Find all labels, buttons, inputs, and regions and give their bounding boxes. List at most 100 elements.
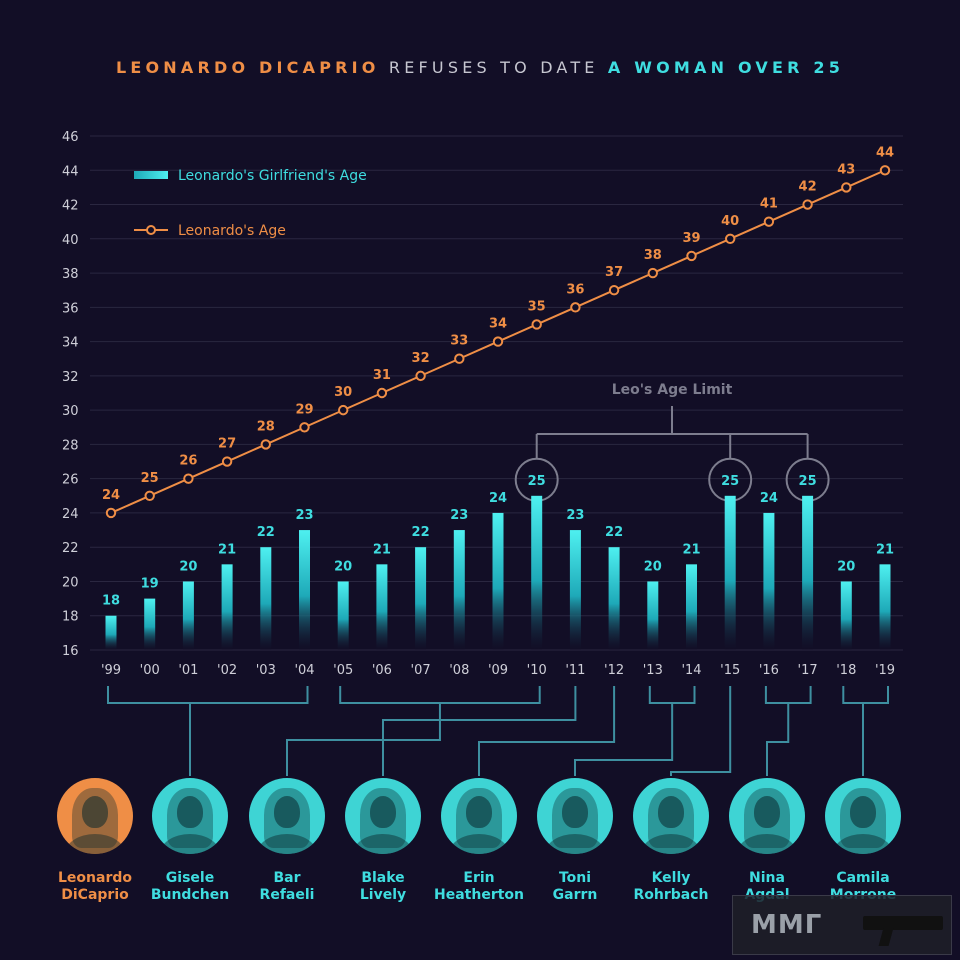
bar	[569, 530, 581, 650]
bar-value-label: 22	[257, 525, 275, 540]
bar	[647, 581, 659, 650]
connectors	[107, 686, 889, 776]
x-tick-label: '06	[372, 663, 392, 678]
portrait: Blake Lively	[345, 778, 421, 904]
age-value-label: 31	[373, 368, 391, 383]
avatar-body	[545, 834, 605, 854]
age-value-label: 42	[799, 180, 817, 195]
person-name: Leonardo DiCaprio	[58, 870, 132, 903]
year-bracket	[339, 686, 541, 704]
age-point	[879, 165, 891, 176]
person-name: Gisele Bundchen	[150, 870, 230, 903]
avatar	[152, 778, 228, 854]
age-point	[686, 250, 697, 262]
age-value-label: 39	[682, 231, 700, 246]
legend-line-marker	[146, 225, 156, 235]
y-tick-label: 26	[62, 473, 79, 488]
bar	[453, 530, 465, 650]
connector-line	[189, 702, 208, 776]
avatar-face	[850, 796, 876, 828]
avatar-face	[370, 796, 396, 828]
bar	[415, 547, 427, 650]
year-bracket	[107, 686, 309, 704]
portrait: Camila Morrone	[825, 778, 901, 904]
rifle-icon	[863, 916, 943, 930]
avatar	[441, 778, 517, 854]
bar-value-label: 21	[218, 542, 236, 557]
age-value-label: 29	[295, 402, 313, 417]
age-point	[183, 473, 194, 484]
person-name: Blake Lively	[359, 870, 407, 903]
bar	[492, 512, 504, 650]
age-point	[144, 490, 155, 501]
age-point	[338, 404, 349, 416]
age-point	[608, 285, 620, 296]
x-tick-label: '07	[411, 663, 431, 678]
title-part-name: LEONARDO DICAPRIO	[115, 58, 380, 77]
bar-value-label: 20	[334, 559, 352, 574]
x-tick-label: '99	[101, 663, 121, 678]
avatar-face	[658, 796, 684, 828]
y-tick-label: 30	[62, 404, 79, 419]
bar	[879, 564, 891, 650]
connector-line	[862, 702, 866, 776]
bar-value-label: 23	[566, 508, 584, 523]
x-tick-label: '00	[140, 663, 160, 678]
age-value-label: 41	[760, 197, 778, 212]
age-point	[105, 507, 117, 519]
legend-bar-swatch	[134, 171, 168, 179]
bar-value-label: 24	[489, 491, 507, 506]
portrait: Kelly Rohrbach	[633, 778, 709, 904]
avatar	[249, 778, 325, 854]
connector-line	[382, 686, 577, 776]
x-tick-label: '19	[875, 663, 895, 678]
x-tick-label: '05	[333, 663, 353, 678]
bar	[686, 564, 697, 650]
avatar-body	[641, 834, 701, 854]
age-value-label: 28	[257, 419, 275, 434]
age-point	[221, 456, 233, 467]
avatar-face	[562, 796, 588, 828]
age-value-label: 34	[489, 317, 507, 332]
x-tick-label: '15	[720, 663, 740, 678]
age-point	[299, 422, 310, 433]
portrait: Erin Heatherton	[434, 778, 524, 904]
age-point	[570, 302, 581, 313]
year-bracket	[648, 686, 696, 704]
year-bracket	[842, 686, 889, 704]
bar-value-label: 22	[605, 525, 623, 540]
chart-title: LEONARDO DICAPRIO REFUSES TO DATE A WOMA…	[0, 58, 960, 77]
avatar	[57, 778, 133, 854]
age-value-label: 35	[528, 299, 546, 314]
age-value-label: 26	[179, 454, 197, 469]
bar	[299, 530, 310, 650]
x-tick-label: '13	[643, 663, 663, 678]
age-point	[454, 353, 465, 364]
bar-value-label: 20	[837, 559, 855, 574]
avatar-body	[353, 834, 413, 854]
y-tick-label: 38	[62, 267, 79, 282]
y-tick-label: 16	[62, 644, 79, 659]
avatar	[633, 778, 709, 854]
age-value-label: 36	[566, 282, 584, 297]
age-point	[531, 319, 542, 330]
avatar-face	[82, 796, 108, 828]
x-tick-label: '02	[217, 663, 237, 678]
bar	[182, 581, 194, 650]
age-point	[376, 387, 388, 399]
age-limit-annotation: Leo's Age Limit	[514, 382, 830, 502]
x-tick-label: '16	[759, 663, 779, 678]
connector-line	[670, 686, 732, 776]
person-name: Toni Garrn	[552, 870, 598, 903]
age-point	[415, 370, 426, 382]
y-tick-label: 40	[62, 233, 79, 248]
y-tick-label: 20	[62, 575, 79, 590]
bar	[531, 495, 543, 650]
bar-value-label: 19	[141, 577, 159, 592]
avatar-face	[274, 796, 300, 828]
age-value-label: 33	[450, 334, 468, 349]
x-tick-label: '03	[256, 663, 276, 678]
x-tick-label: '10	[527, 663, 547, 678]
legend-bar-label: Leonardo's Girlfriend's Age	[178, 168, 367, 184]
x-tick-label: '18	[836, 663, 856, 678]
